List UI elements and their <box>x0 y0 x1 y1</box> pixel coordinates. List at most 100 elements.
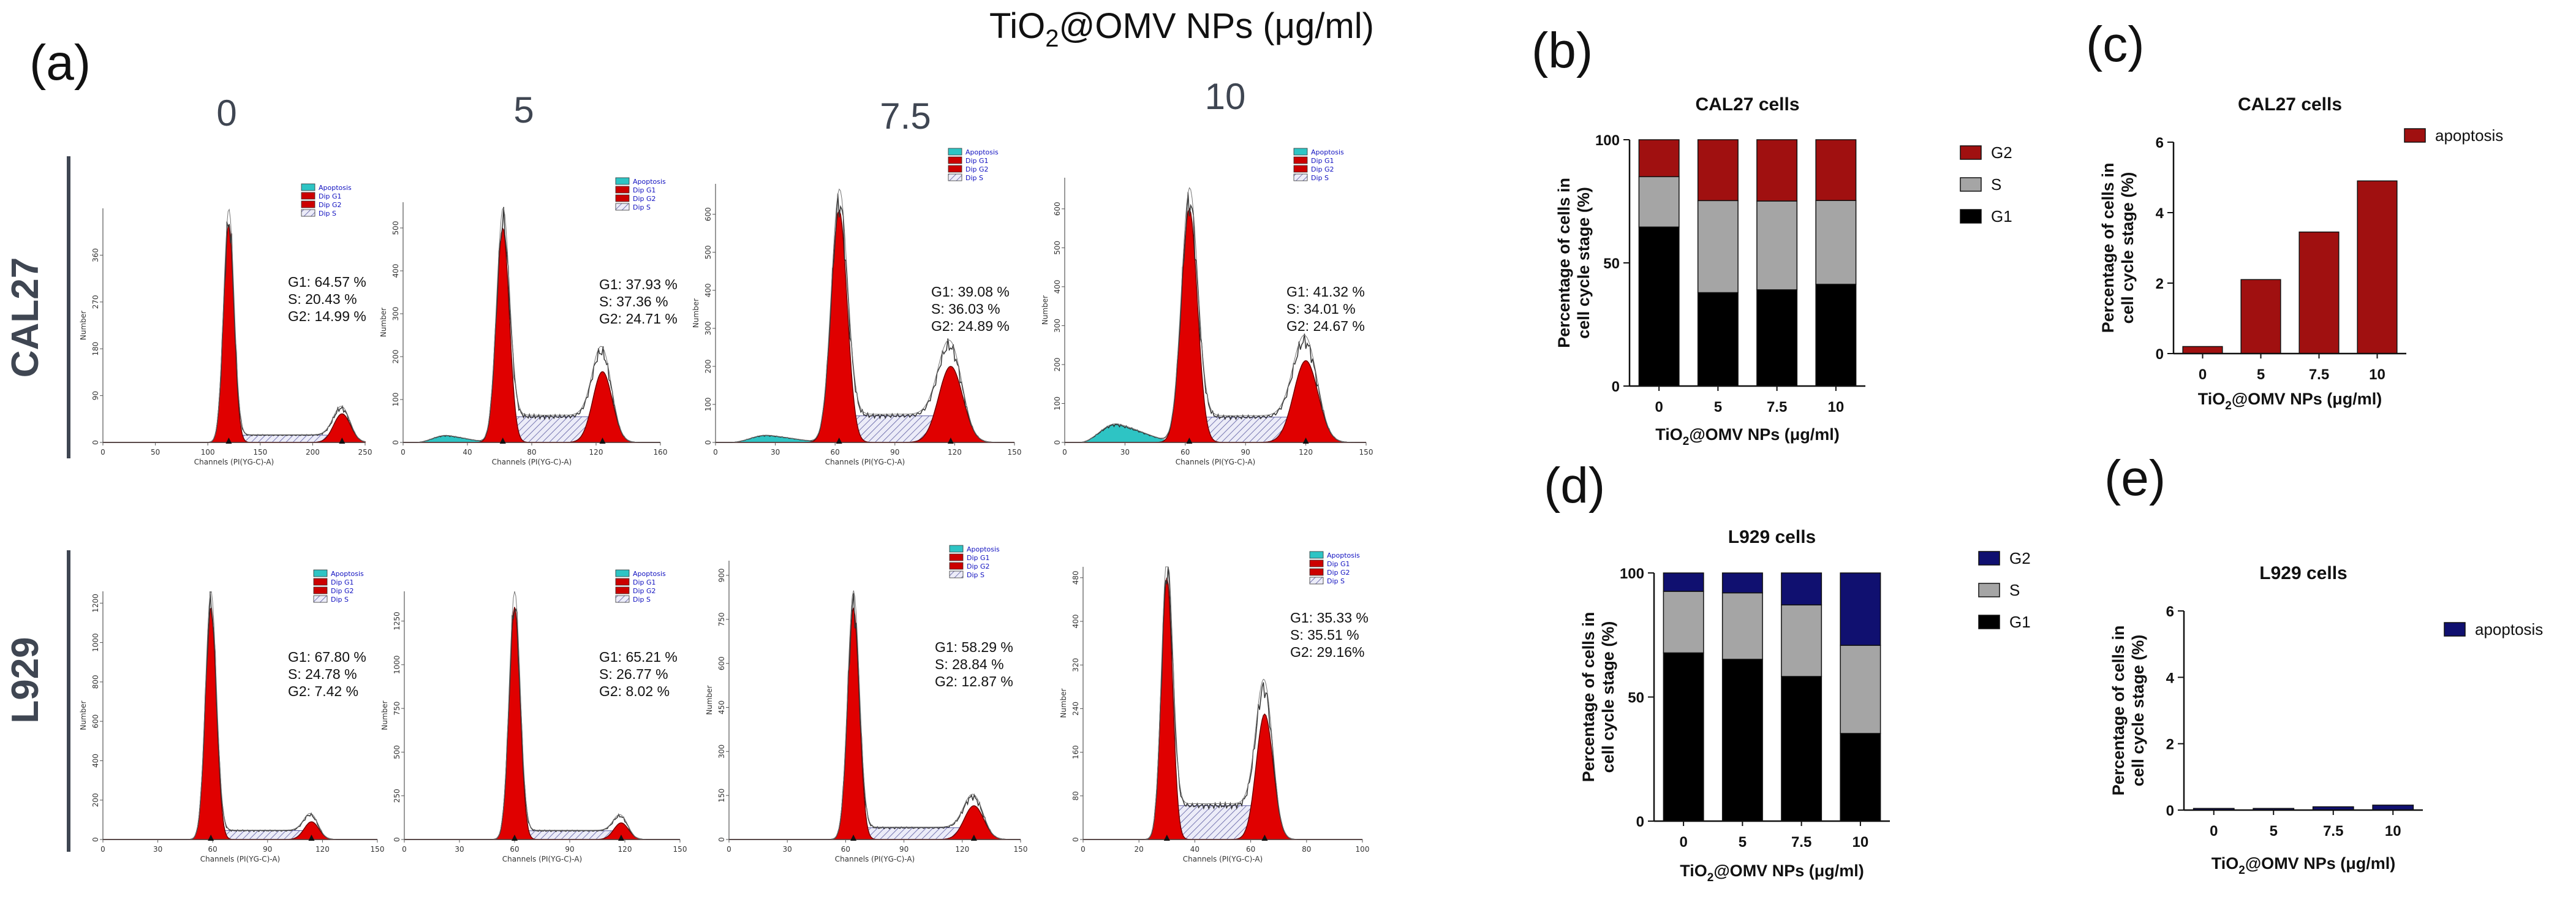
bar-g1 <box>1638 226 1680 387</box>
legend-swatch <box>1309 577 1324 585</box>
concentration-label-7-5: 7.5 <box>880 96 931 137</box>
peak-marker <box>512 835 518 841</box>
legend-label: Apoptosis <box>1311 148 1344 156</box>
main-title: TiO2@OMV NPs (μg/ml) <box>989 6 1374 52</box>
y-axis-label-line: Percentage of cells in <box>1579 612 1598 783</box>
panel-letter-d: (d) <box>1544 458 1605 514</box>
legend-label: Dip G1 <box>633 186 656 194</box>
hist-y-axis-label: Number <box>379 308 388 337</box>
x-tick-label: 7.5 <box>1767 399 1787 415</box>
legend-label: Dip S <box>633 596 651 604</box>
concentration-label-0: 0 <box>216 93 236 134</box>
peak-marker <box>618 835 624 841</box>
y-axis-label-line: Percentage of cells in <box>2109 626 2128 796</box>
legend-label-g1: G1 <box>2009 613 2031 631</box>
hist-y-tick-label: 100 <box>1053 396 1062 411</box>
x-tick-label: 5 <box>1739 834 1747 851</box>
hist-x-tick-label: 60 <box>510 845 519 854</box>
fit-envelope <box>729 590 1021 840</box>
bar-s <box>1697 200 1739 294</box>
y-axis-label-line: cell cycle stage (%) <box>1574 187 1593 339</box>
hist-y-tick-label: 100 <box>391 393 400 407</box>
legend-label: Dip G1 <box>967 554 990 562</box>
row-label-l929: L929 <box>4 637 47 723</box>
y-axis-label: Percentage of cells incell cycle stage (… <box>2099 163 2137 333</box>
x-axis-label-part: TiO <box>2198 390 2226 408</box>
y-axis-label-line: Percentage of cells in <box>2099 163 2117 333</box>
hist-y-tick-label: 800 <box>91 675 100 689</box>
hist-y-axis-label: Number <box>79 311 88 340</box>
hist-x-tick-label: 120 <box>948 448 962 457</box>
stat-s: S: 26.77 % <box>599 666 668 682</box>
y-tick-label: 2 <box>2166 737 2174 753</box>
peak-marker <box>1302 438 1309 444</box>
hist-y-tick-label: 300 <box>391 307 400 321</box>
hist-x-tick-label: 150 <box>371 845 385 854</box>
stat-g1: G1: 37.93 % <box>599 276 678 292</box>
legend-label: Dip S <box>967 571 984 579</box>
x-tick-label: 0 <box>2199 366 2207 383</box>
bar-chart-title: L929 cells <box>1728 527 1816 547</box>
hist-x-tick-label: 60 <box>1246 845 1255 854</box>
hist-x-tick-label: 150 <box>673 845 687 854</box>
y-axis-label-line: cell cycle stage (%) <box>1599 621 1617 773</box>
hist-x-tick-label: 120 <box>589 448 603 457</box>
legend-label-g2: G2 <box>1991 143 2012 162</box>
hist-y-tick-label: 400 <box>704 283 712 297</box>
stat-g2: G2: 24.89 % <box>931 318 1010 334</box>
hist-x-tick-label: 0 <box>402 845 407 854</box>
g1-peak <box>103 607 377 840</box>
y-tick-label: 2 <box>2156 276 2164 292</box>
legend-label: Apoptosis <box>319 184 352 192</box>
hist-x-tick-label: 0 <box>401 448 406 457</box>
legend-label-apoptosis: apoptosis <box>2475 620 2543 639</box>
bar-apoptosis <box>2298 231 2340 354</box>
stat-g2: G2: 29.16% <box>1290 644 1364 660</box>
hist-y-tick-label: 150 <box>717 789 726 803</box>
legend-label: Dip S <box>1327 577 1345 585</box>
hist-y-tick-label: 750 <box>393 702 401 716</box>
hist-x-tick-label: 90 <box>899 845 908 854</box>
hist-y-tick-label: 900 <box>717 568 726 582</box>
legend-label-s: S <box>2009 581 2020 599</box>
hist-x-tick-label: 100 <box>1356 845 1370 854</box>
histogram-l929-7-5: 0 30 60 90 120 150 0 150 300 450 600 750 900 Channels… <box>705 545 1027 863</box>
bar-apoptosis <box>2357 180 2398 354</box>
hist-x-tick-label: 120 <box>1299 448 1313 457</box>
bar-s <box>1781 604 1822 677</box>
hist-y-axis-label: Number <box>1041 295 1049 325</box>
hist-x-tick-label: 60 <box>208 845 217 854</box>
stat-g2: G2: 12.87 % <box>935 673 1013 689</box>
panel-letter-b: (b) <box>1532 23 1593 78</box>
stat-s: S: 37.36 % <box>599 294 668 309</box>
legend-swatch <box>1293 156 1308 164</box>
x-axis-label-part: TiO <box>1680 862 1707 880</box>
legend-label: Dip G2 <box>633 195 656 203</box>
legend-label-g2: G2 <box>2009 549 2031 567</box>
bar-apoptosis <box>2182 346 2223 354</box>
histogram-cal27-7-5: 0 30 60 90 120 150 0 100 200 300 400 500 600 Channels… <box>692 148 1021 466</box>
legend-swatch <box>615 586 630 594</box>
legend-swatch-apoptosis <box>2444 622 2466 637</box>
peak-marker <box>836 438 842 444</box>
hist-x-tick-label: 40 <box>1190 845 1199 854</box>
legend-label: Apoptosis <box>633 178 666 186</box>
bar-s <box>1840 645 1881 734</box>
hist-y-tick-label: 0 <box>91 440 100 445</box>
hist-y-tick-label: 0 <box>391 440 400 445</box>
histogram-l929-5: 0 30 60 90 120 150 0 250 500 750 1000 1250 Channels … <box>380 569 687 863</box>
x-tick-label: 10 <box>2385 823 2401 839</box>
hist-x-tick-label: 60 <box>1180 448 1190 457</box>
peak-marker <box>599 438 606 444</box>
hist-x-axis-label: Channels (PI(YG-C)-A) <box>835 855 915 863</box>
hist-x-tick-label: 120 <box>315 845 330 854</box>
hist-y-tick-label: 80 <box>1071 791 1080 800</box>
hist-y-tick-label: 240 <box>1071 702 1080 716</box>
legend-label-g1: G1 <box>1991 207 2012 226</box>
y-tick-label: 100 <box>1595 132 1620 149</box>
hist-x-axis-label: Channels (PI(YG-C)-A) <box>825 458 905 466</box>
hist-y-tick-label: 1200 <box>91 594 100 613</box>
hist-y-tick-label: 360 <box>91 248 100 262</box>
histogram-l929-0: 0 30 60 90 120 150 0 200 400 600 800 1000 1200 Channe… <box>79 569 385 863</box>
legend-label: Dip G1 <box>319 192 342 200</box>
